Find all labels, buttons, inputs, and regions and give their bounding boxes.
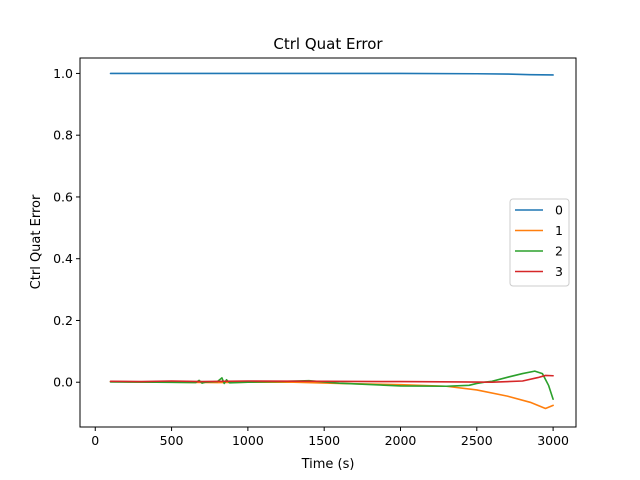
y-tick-label: 0.2 xyxy=(53,313,73,328)
x-tick-label: 1000 xyxy=(232,433,264,448)
legend: 0 1 2 3 xyxy=(509,198,570,287)
chart-title: Ctrl Quat Error xyxy=(273,35,383,53)
y-tick-label: 0.4 xyxy=(53,251,73,266)
legend-label-0: 0 xyxy=(555,203,563,218)
y-axis-label: Ctrl Quat Error xyxy=(29,194,44,289)
legend-label-1: 1 xyxy=(555,223,563,238)
plot-frame xyxy=(79,57,577,428)
y-tick-label: 0.6 xyxy=(53,189,73,204)
y-tick-label: 1.0 xyxy=(53,66,73,81)
y-tick-label: 0.8 xyxy=(53,128,73,143)
x-axis-label: Time (s) xyxy=(301,457,355,472)
x-tick-label: 2000 xyxy=(385,433,417,448)
series-line-1 xyxy=(109,380,554,410)
series-line-0 xyxy=(109,72,554,76)
x-tick-label: 2500 xyxy=(461,433,493,448)
x-tick-label: 1500 xyxy=(308,433,340,448)
legend-label-3: 3 xyxy=(555,264,563,279)
y-tick-label: 0.0 xyxy=(53,375,73,390)
legend-box xyxy=(509,198,570,287)
x-axis: 0 500 1000 1500 2000 2500 3000 xyxy=(91,427,569,448)
x-tick-label: 0 xyxy=(91,433,99,448)
series-layer xyxy=(109,72,554,410)
legend-label-2: 2 xyxy=(555,244,563,259)
series-line-3 xyxy=(109,374,554,384)
x-tick-label: 3000 xyxy=(537,433,569,448)
series-line-2 xyxy=(109,370,554,401)
y-axis: 0.0 0.2 0.4 0.6 0.8 1.0 xyxy=(53,66,80,390)
x-tick-label: 500 xyxy=(160,433,184,448)
